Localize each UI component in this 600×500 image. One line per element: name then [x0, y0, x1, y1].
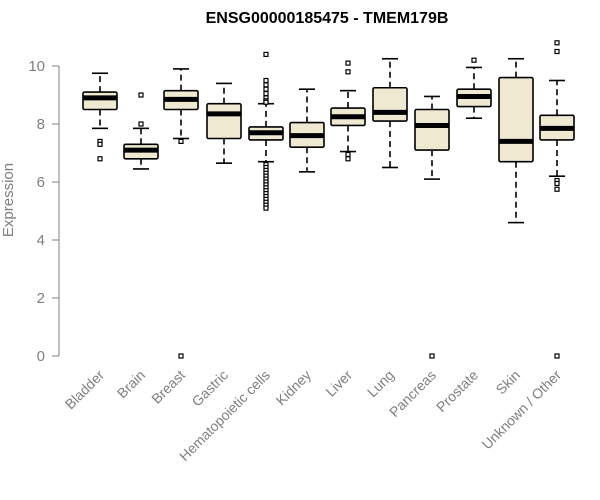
outlier-point — [429, 353, 435, 359]
outlier-point — [263, 51, 269, 58]
box-brain — [123, 92, 159, 170]
x-category-label: Skin — [493, 367, 524, 398]
iqr-box — [498, 76, 534, 163]
chart-title: ENSG00000185475 - TMEM179B — [206, 10, 449, 27]
x-category-label: Breast — [148, 367, 188, 407]
x-category-label: Liver — [322, 367, 355, 400]
iqr-box — [372, 86, 408, 122]
y-tick-label: 10 — [28, 58, 45, 75]
outlier-point — [554, 186, 560, 192]
outlier-point — [554, 353, 560, 359]
y-tick-label: 2 — [37, 290, 45, 307]
outlier-point — [554, 40, 560, 46]
boxes-group — [82, 40, 575, 359]
outlier-point — [138, 92, 144, 98]
outlier-point — [345, 60, 351, 66]
box-kidney — [289, 88, 325, 173]
box-lung — [372, 57, 408, 169]
outlier-point — [345, 156, 351, 162]
box-gastric — [206, 82, 242, 164]
outlier-point — [263, 77, 269, 84]
x-category-label: Pancreas — [386, 367, 439, 420]
outlier-point — [345, 151, 351, 158]
outlier-point — [138, 121, 144, 127]
box-pancreas — [414, 95, 450, 359]
outlier-point — [263, 82, 269, 88]
y-axis-label: Expression — [0, 163, 17, 237]
outlier-point — [97, 141, 103, 147]
box-bladder — [82, 72, 118, 162]
outlier-point — [263, 205, 269, 211]
outlier-point — [471, 57, 477, 63]
y-tick-label: 8 — [37, 116, 45, 133]
x-category-label: Bladder — [62, 367, 108, 413]
outlier-point — [97, 156, 103, 162]
iqr-box — [206, 102, 242, 140]
outlier-point — [345, 69, 351, 75]
box-breast — [163, 68, 199, 359]
y-tick-label: 6 — [37, 174, 45, 191]
x-category-label: Brain — [114, 367, 148, 401]
y-axis: 0 2 4 6 8 10 — [28, 58, 60, 365]
outlier-point — [263, 90, 269, 97]
x-category-label: Prostate — [433, 367, 481, 415]
x-category-label: Kidney — [273, 367, 315, 409]
y-tick-label: 4 — [37, 232, 45, 249]
iqr-box — [82, 91, 118, 111]
iqr-box — [414, 108, 450, 151]
outlier-point — [178, 353, 184, 359]
box-liver — [330, 60, 366, 162]
box-unknown-other — [539, 40, 575, 359]
outlier-point — [263, 86, 269, 92]
outlier-point — [554, 48, 560, 55]
outlier-point — [263, 99, 269, 105]
outlier-point — [178, 138, 184, 144]
x-category-label: Lung — [364, 367, 397, 400]
box-skin — [498, 57, 534, 224]
box-prostate — [456, 57, 492, 119]
box-hematopoietic-cells — [248, 51, 284, 211]
y-tick-label: 0 — [37, 348, 45, 365]
outlier-point — [554, 180, 560, 187]
